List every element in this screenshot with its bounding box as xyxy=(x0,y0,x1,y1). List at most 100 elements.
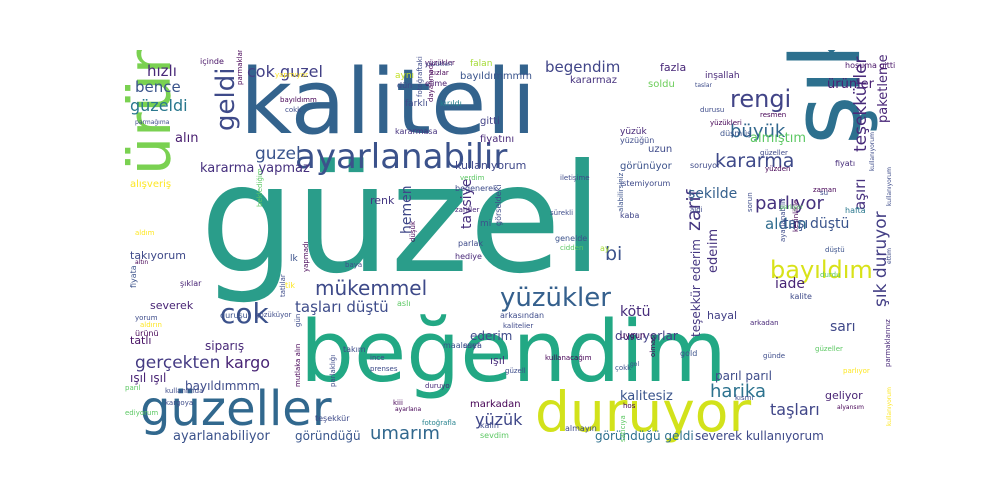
word: kalitesiz xyxy=(620,389,673,404)
word: zarifler xyxy=(455,206,480,214)
word: beğendim xyxy=(300,303,727,402)
word: guzel xyxy=(255,144,301,164)
word: hafta xyxy=(845,206,866,215)
word: ince xyxy=(370,354,385,362)
word: teşekkür ederim xyxy=(689,239,703,337)
word: begendim xyxy=(545,58,621,76)
word: bayıldım xyxy=(770,256,873,284)
word: cok xyxy=(220,297,269,330)
word: harika xyxy=(710,381,766,402)
word: sarı xyxy=(830,319,856,335)
word: soldu xyxy=(648,79,675,90)
word: satıcıya xyxy=(619,415,627,442)
word: cok guzel xyxy=(247,62,323,81)
word: kiii xyxy=(393,399,403,407)
word: yüzden xyxy=(765,165,791,173)
word: günde xyxy=(763,352,786,360)
word: güzeller xyxy=(815,345,843,353)
word: parmaklarım xyxy=(236,50,244,85)
word: tatlı xyxy=(130,334,152,347)
word: yüzükleri xyxy=(710,119,742,127)
word: iade xyxy=(775,276,805,292)
word: arkasından xyxy=(500,311,545,320)
word: parlıyor xyxy=(755,193,824,214)
word: fotoğraftaki xyxy=(416,56,424,97)
word: siparış xyxy=(205,339,245,353)
word: kaba xyxy=(620,211,640,220)
word: geliyor xyxy=(825,389,863,402)
word: aslı xyxy=(397,299,411,308)
word: taşı xyxy=(783,216,809,232)
word: ürünler xyxy=(827,77,875,92)
word: kalite xyxy=(790,292,812,301)
word: fiyata xyxy=(129,265,138,288)
word: taşları xyxy=(770,400,820,419)
word: gitti xyxy=(480,116,500,127)
word: parlaklığı xyxy=(329,354,337,387)
word: taşları düştü xyxy=(295,298,389,316)
word: fazla xyxy=(660,61,687,74)
word: güzeller xyxy=(140,381,332,437)
word: duruyorlar xyxy=(615,329,678,343)
word: markadan xyxy=(470,399,521,410)
word: zaman xyxy=(813,186,837,194)
word: bayıldımmmm xyxy=(460,71,533,82)
word: ayarlanabiliyor xyxy=(173,429,270,444)
word: alyansım xyxy=(837,404,865,411)
word: taslar xyxy=(695,82,712,89)
word: mükemmel xyxy=(315,276,428,300)
word: gol xyxy=(630,361,640,368)
word: düşmüş xyxy=(720,129,752,138)
word: ayarlanabilir xyxy=(295,137,508,177)
word: aldırın xyxy=(140,321,162,329)
word: kırıldı xyxy=(440,99,462,108)
word: cidden xyxy=(560,244,584,252)
word: dayanmadı xyxy=(427,62,435,102)
word: fotoğrafla xyxy=(422,419,457,427)
word: ederim xyxy=(470,329,513,343)
word: gün xyxy=(294,313,302,327)
word: büyük xyxy=(730,121,786,142)
word: farklı xyxy=(405,99,428,109)
word: aldi xyxy=(690,206,703,214)
word: soruyor xyxy=(690,161,721,170)
word: yapmadı xyxy=(302,241,310,272)
word: severek xyxy=(150,299,194,312)
word: düşük xyxy=(409,220,417,242)
word: resmen xyxy=(760,111,787,119)
word: kısmı xyxy=(735,394,754,402)
word: yüzük xyxy=(475,410,523,429)
word: sorun xyxy=(746,192,754,212)
word: parıl xyxy=(125,384,141,392)
word: parıl parıl xyxy=(715,369,772,383)
word: yapmıyor xyxy=(275,71,308,79)
word: hediye xyxy=(455,252,482,261)
word: kullanımda xyxy=(165,387,204,395)
word: aldım xyxy=(765,215,807,233)
word: alabilirsiniz xyxy=(617,172,625,212)
word: duruyor xyxy=(535,380,752,444)
word: düştü xyxy=(825,246,845,254)
word: rengi xyxy=(730,85,792,113)
word: güzel xyxy=(200,133,603,307)
word: kalitelier xyxy=(503,322,534,330)
word: takım xyxy=(343,345,366,354)
word: ayarlana xyxy=(395,406,422,413)
word: beğenerek xyxy=(455,184,498,193)
word: beklediğim xyxy=(256,168,264,207)
word: yüzüğün xyxy=(620,136,655,145)
word: parlıyor xyxy=(843,367,870,375)
word: kargoya xyxy=(165,399,194,407)
word: kullanacağım xyxy=(545,354,592,362)
word: tik xyxy=(285,281,295,290)
word: şıklar xyxy=(180,279,202,288)
word: görünüyor xyxy=(620,161,672,172)
word: hoşuma gitti xyxy=(845,61,896,70)
word: umarım xyxy=(370,423,440,444)
word: göründüğü xyxy=(295,429,361,443)
word: almıştım xyxy=(750,131,806,146)
word: kalın xyxy=(480,421,499,430)
word: yüzükleri xyxy=(425,61,453,68)
word: mutlaka alın xyxy=(294,343,302,387)
word: uygun xyxy=(620,331,646,340)
